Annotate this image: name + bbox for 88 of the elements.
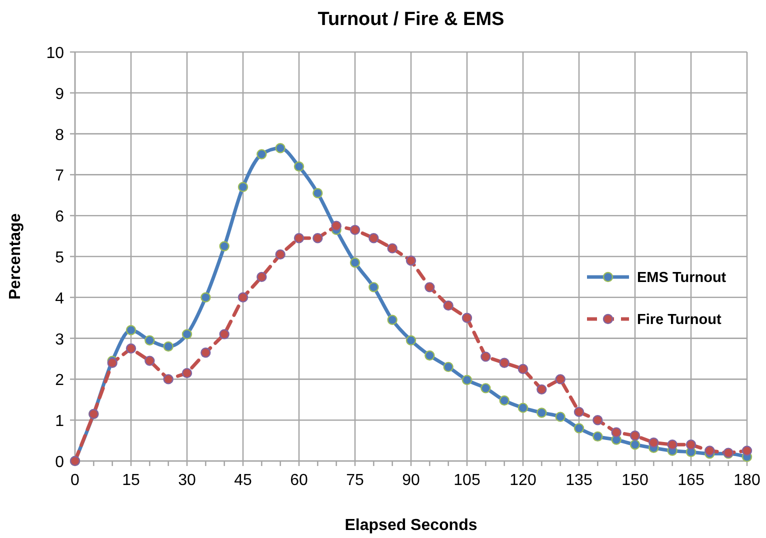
x-tick-label: 150 [622, 472, 648, 489]
y-tick-label: 4 [55, 290, 64, 308]
point [406, 255, 416, 266]
point [424, 282, 435, 292]
chart-title: Turnout / Fire & EMS [318, 9, 504, 30]
point [163, 341, 174, 352]
y-tick-label: 9 [55, 86, 64, 103]
point [387, 243, 398, 254]
point [238, 292, 248, 302]
y-tick-label: 8 [55, 126, 64, 144]
point [331, 220, 342, 231]
y-tick-label: 0 [55, 454, 64, 471]
point [144, 335, 155, 346]
point [387, 314, 398, 325]
point [462, 312, 472, 323]
point [368, 232, 379, 244]
y-tick-label: 2 [55, 372, 64, 390]
point [574, 406, 584, 418]
point [686, 440, 696, 450]
point [182, 329, 192, 340]
x-tick-label: 75 [346, 472, 364, 489]
x-tick-label: 90 [402, 472, 420, 489]
point [294, 232, 304, 244]
point [294, 161, 304, 172]
point [424, 350, 435, 361]
point [704, 446, 715, 456]
point [368, 282, 379, 292]
point [480, 383, 491, 394]
x-tick-label: 180 [734, 472, 760, 489]
point [499, 358, 510, 368]
point [480, 352, 491, 362]
point [312, 232, 323, 244]
point [555, 412, 566, 422]
x-axis-title: Elapsed Seconds [344, 517, 478, 534]
point [518, 402, 528, 413]
y-tick-label: 3 [55, 331, 64, 348]
point [406, 335, 416, 346]
point [200, 348, 211, 358]
point [126, 325, 136, 336]
x-tick-label: 135 [566, 472, 592, 489]
y-tick-label: 10 [46, 45, 64, 62]
point [536, 408, 547, 418]
x-tick-label: 60 [290, 472, 308, 489]
point [630, 430, 640, 441]
x-tick-label: 105 [454, 472, 480, 489]
point [648, 437, 659, 448]
x-tick-label: 15 [122, 472, 140, 489]
point [536, 384, 547, 395]
point [611, 427, 622, 438]
point [312, 188, 323, 198]
point [630, 440, 640, 450]
y-tick-label: 6 [55, 208, 64, 226]
y-tick-label: 5 [55, 250, 64, 266]
point [443, 300, 454, 311]
point [182, 368, 192, 378]
point [126, 343, 136, 354]
point [275, 143, 286, 154]
point [592, 415, 603, 426]
y-tick-label: 7 [55, 168, 64, 185]
point [667, 440, 678, 450]
point [592, 431, 603, 442]
point [256, 272, 267, 282]
x-tick-label: 45 [234, 472, 252, 489]
point [256, 149, 267, 160]
y-axis-title: Percentage [7, 213, 24, 300]
point [350, 258, 360, 268]
point [742, 446, 752, 456]
point [499, 395, 510, 406]
point [275, 249, 286, 260]
point [574, 423, 584, 434]
x-tick-label: 165 [678, 472, 704, 489]
point [462, 374, 472, 386]
point [219, 241, 230, 252]
y-tick-label: 1 [55, 413, 64, 430]
x-tick-label: 30 [178, 472, 196, 489]
point [238, 182, 248, 192]
point [443, 362, 454, 372]
point [518, 364, 528, 374]
x-tick-label: 0 [70, 472, 80, 489]
point [555, 374, 566, 384]
legend-label: EMS Turnout [637, 270, 726, 286]
point [200, 292, 211, 302]
x-tick-label: 120 [510, 472, 536, 489]
point [219, 329, 230, 340]
legend-label: Fire Turnout [637, 312, 722, 328]
point [350, 224, 360, 236]
point [144, 356, 155, 366]
point [163, 374, 174, 384]
